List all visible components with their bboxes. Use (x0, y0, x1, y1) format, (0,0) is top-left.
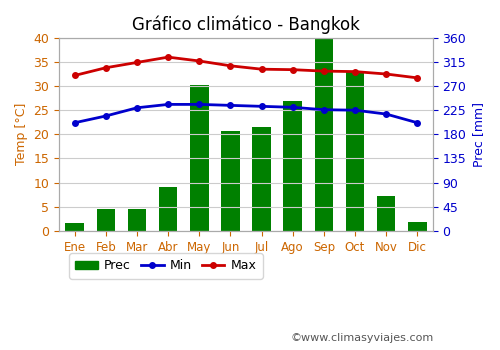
Bar (252, 127, 271, 231)
Bar (346, 72, 364, 231)
Y-axis label: Temp [°C]: Temp [°C] (15, 103, 28, 166)
Y-axis label: Prec [mm]: Prec [mm] (472, 102, 485, 167)
Bar (408, 222, 426, 231)
Bar (128, 209, 146, 231)
Title: Gráfico climático - Bangkok: Gráfico climático - Bangkok (132, 15, 360, 34)
Bar (221, 131, 240, 231)
Bar (190, 85, 208, 231)
Bar (159, 187, 178, 231)
Bar (314, 2, 333, 231)
Bar (284, 100, 302, 231)
Text: ©www.climasyviajes.com: ©www.climasyviajes.com (290, 333, 433, 343)
Bar (377, 196, 396, 231)
Legend: Prec, Min, Max: Prec, Min, Max (69, 253, 263, 279)
Bar (66, 223, 84, 231)
Bar (96, 209, 115, 231)
